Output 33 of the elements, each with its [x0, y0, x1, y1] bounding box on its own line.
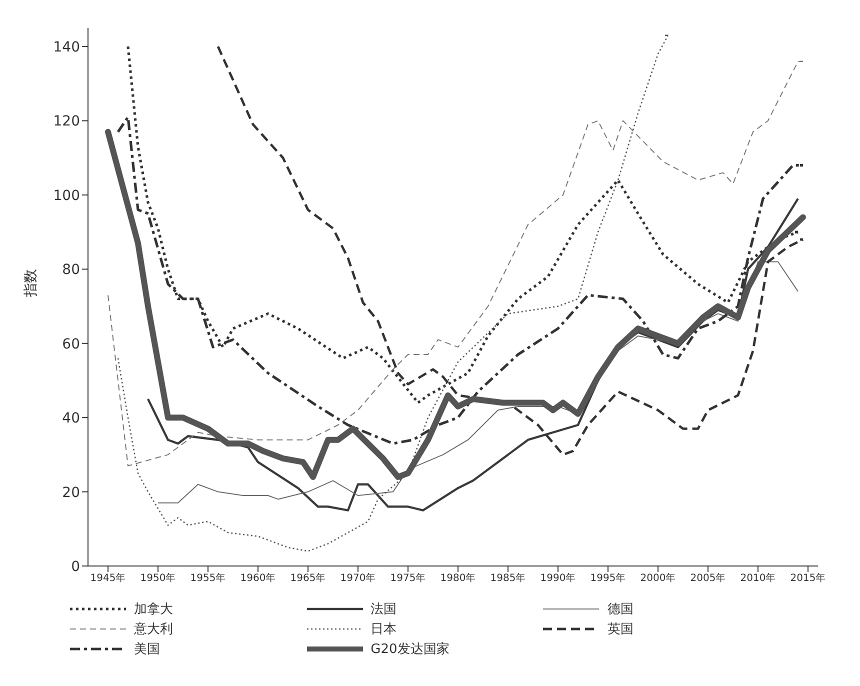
- x-tick-label: 1970年: [340, 572, 376, 584]
- y-tick-label: 80: [62, 262, 80, 278]
- x-tick-label: 2015年: [790, 572, 826, 584]
- x-tick-label: 1975年: [390, 572, 426, 584]
- legend-label: 日本: [370, 621, 397, 638]
- x-tick-label: 2000年: [640, 572, 676, 584]
- point: [800, 164, 803, 167]
- x-tick-label: 1990年: [540, 572, 576, 584]
- y-tick-label: 60: [62, 336, 80, 352]
- y-tick-label: 100: [53, 188, 80, 204]
- x-tick-label: 2005年: [690, 572, 726, 584]
- x-tick-label: 1965年: [290, 572, 326, 584]
- y-tick-label: 40: [62, 410, 80, 427]
- y-axis-title: 指数: [22, 269, 39, 298]
- legend-label: 美国: [134, 641, 160, 658]
- x-tick-label: 1945年: [90, 572, 126, 584]
- legend-label: G20发达国家: [370, 641, 450, 658]
- x-tick-label: 1950年: [140, 572, 176, 584]
- legend-label: 德国: [607, 601, 634, 618]
- x-tick-label: 1955年: [190, 572, 226, 584]
- y-tick-label: 120: [53, 114, 80, 130]
- x-tick-label: 1980年: [440, 572, 476, 584]
- x-tick-label: 1960年: [240, 572, 276, 584]
- legend-label: 英国: [607, 621, 634, 638]
- x-tick-label: 2010年: [740, 572, 776, 584]
- x-tick-label: 1995年: [590, 572, 626, 584]
- legend-label: 法国: [370, 601, 397, 618]
- legend-label: 加拿大: [134, 601, 173, 618]
- x-tick-label: 1985年: [490, 572, 526, 584]
- y-tick-label: 0: [71, 558, 80, 575]
- y-tick-label: 140: [53, 40, 80, 56]
- legend-label: 意大利: [134, 621, 173, 638]
- y-tick-label: 20: [62, 484, 80, 501]
